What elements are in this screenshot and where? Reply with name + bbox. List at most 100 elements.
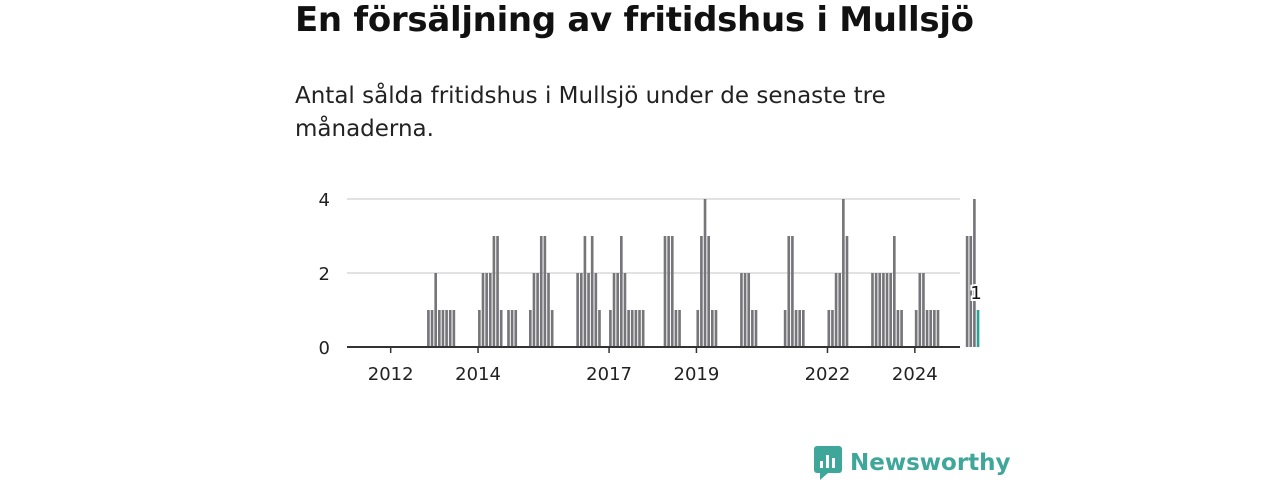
x-tick-label: 2024 [892,364,938,385]
newsworthy-brand: Newsworthy [814,446,1011,480]
bar [583,236,587,347]
bar [965,236,969,347]
bar [871,273,874,347]
bar [427,310,430,347]
y-tick-label: 4 [319,190,330,211]
bar [616,273,619,347]
bar [842,199,845,347]
bar [441,310,445,347]
bar [838,273,842,347]
bar [630,310,634,347]
bar [499,310,503,347]
bar [539,236,543,347]
bars [427,199,980,347]
bar [670,236,674,347]
bar [547,273,550,347]
bar [751,310,754,347]
bar [488,273,492,347]
bar [627,310,630,347]
bar [798,310,801,347]
bar [481,273,485,347]
bar [430,310,434,347]
bar [529,310,532,347]
bar [711,310,714,347]
bar [969,236,973,347]
bar [667,236,670,347]
bar [514,310,518,347]
x-tick-label: 2022 [805,364,851,385]
bar [579,273,583,347]
bar [587,273,590,347]
bar [507,310,510,347]
bar [678,310,681,347]
bar [845,236,849,347]
x-tick-label: 2019 [674,364,720,385]
bar-highlight [976,310,980,347]
y-tick-label: 0 [319,338,330,359]
bar [933,310,936,347]
bar [612,273,616,347]
bar [794,310,798,347]
bar [900,310,903,347]
bar [641,310,645,347]
chart-subtitle: Antal sålda fritidshus i Mullsjö under d… [295,83,886,142]
bar [550,310,554,347]
bar [878,273,882,347]
bar [598,310,601,347]
bar [703,199,707,347]
bar [452,310,456,347]
brand-name: Newsworthy [850,450,1011,476]
bar [918,273,922,347]
bar [889,273,892,347]
bar [445,310,448,347]
bar [620,236,623,347]
bar [634,310,638,347]
bar [478,310,481,347]
bar [925,310,929,347]
bar [448,310,452,347]
bar [922,273,925,347]
bar [434,273,437,347]
bar [510,310,514,347]
chart-title: En försäljning av fritidshus i Mullsjö [295,0,974,40]
bar [783,310,787,347]
bar [787,236,791,347]
bar [747,273,751,347]
bar [882,273,885,347]
bar [536,273,539,347]
axes [347,346,960,353]
bar [743,273,747,347]
bar [893,236,896,347]
bar [696,310,700,347]
bar [827,310,831,347]
bar [834,273,838,347]
bar [663,236,667,347]
bar [896,310,900,347]
bar [929,310,933,347]
bar [714,310,718,347]
bar [594,273,598,347]
bar [874,273,878,347]
bar [754,310,758,347]
bar [973,199,976,347]
tick-labels: 0 2 4 1 2012 2014 2017 2019 2022 2024 [319,190,984,385]
bar-chart: 0 2 4 1 2012 2014 2017 2019 2022 2024 [319,190,984,385]
bar [496,236,499,347]
x-tick-label: 2014 [455,364,501,385]
bar [532,273,536,347]
bar [831,310,834,347]
bar [700,236,703,347]
y-tick-label: 2 [319,264,330,285]
bar [914,310,918,347]
bar-chart-icon [814,446,842,480]
bar [609,310,612,347]
bar [885,273,889,347]
bar [936,310,940,347]
bar [740,273,743,347]
bar [492,236,496,347]
bar [791,236,794,347]
bar [576,273,579,347]
bar [590,236,594,347]
x-tick-label: 2017 [586,364,632,385]
bar [674,310,678,347]
